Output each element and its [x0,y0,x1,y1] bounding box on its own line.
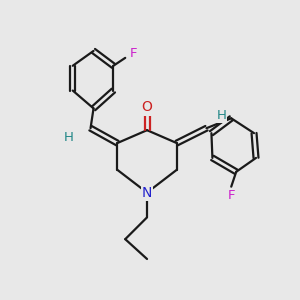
Text: F: F [227,189,235,202]
Text: F: F [129,47,137,60]
Text: N: N [142,186,152,200]
Text: H: H [64,130,74,144]
Text: H: H [216,109,226,122]
Text: O: O [142,100,152,114]
